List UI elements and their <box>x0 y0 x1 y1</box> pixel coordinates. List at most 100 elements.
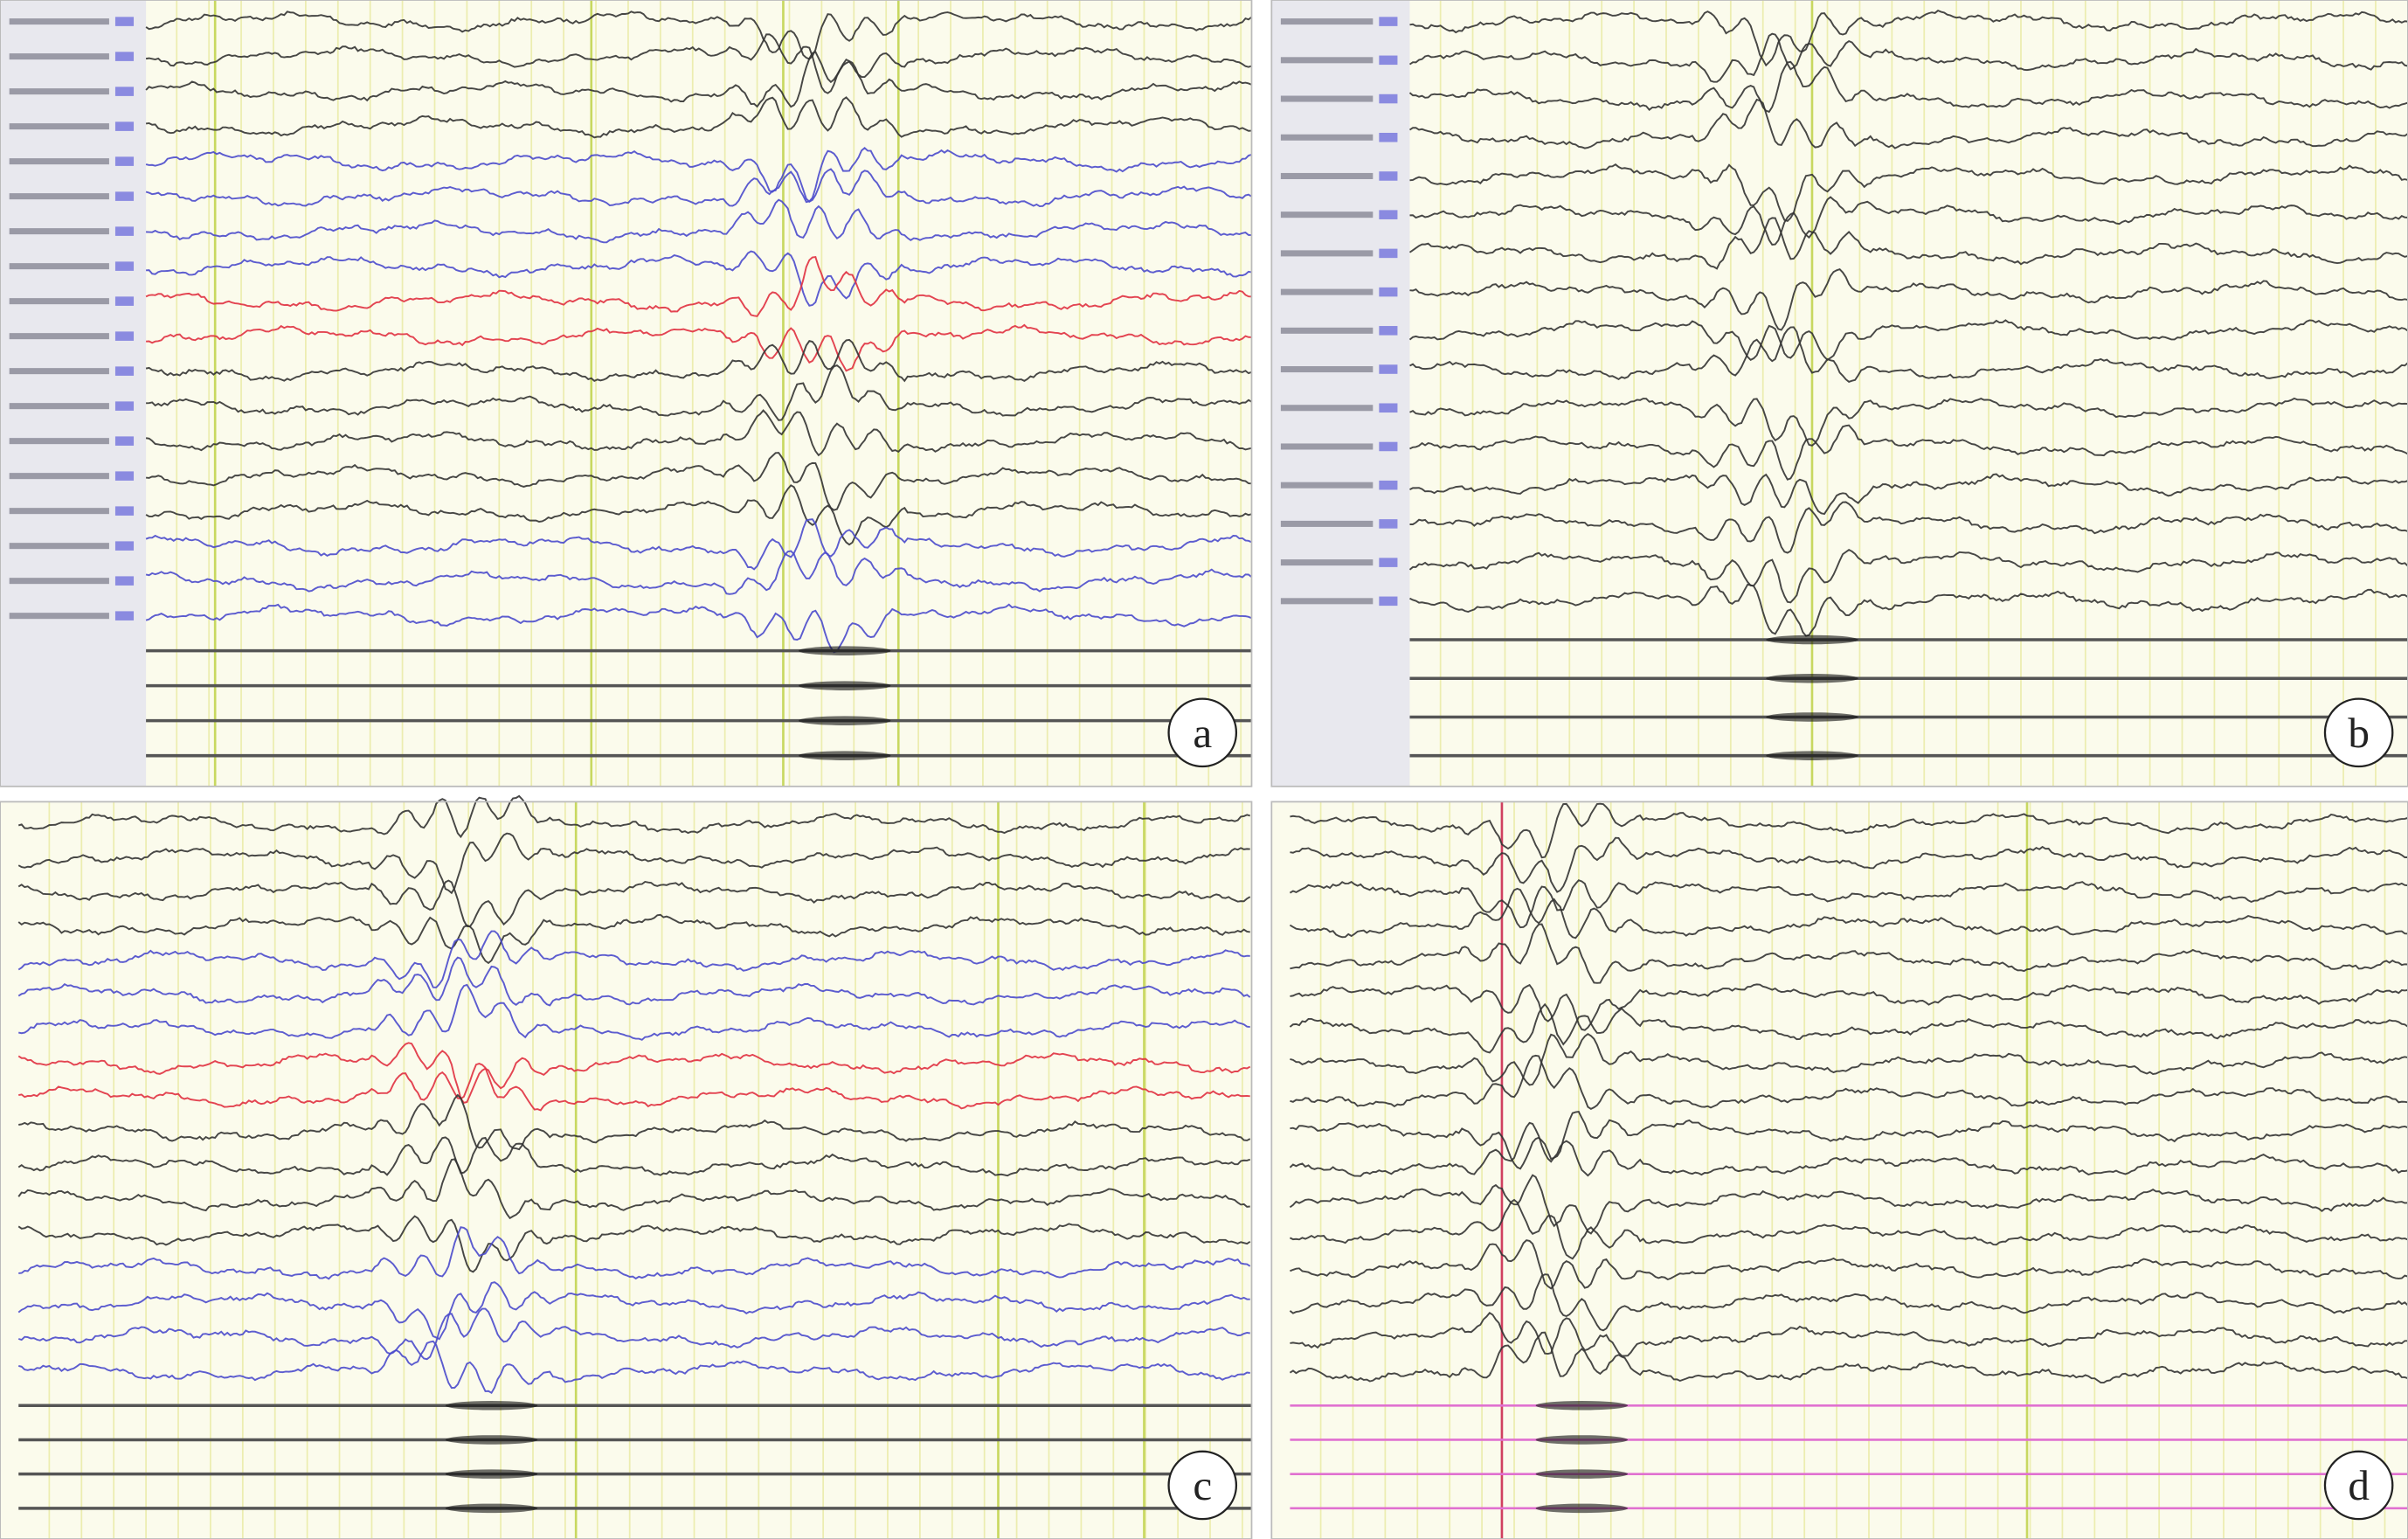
eeg-trace <box>1289 1198 2408 1260</box>
channel-label <box>1280 482 1374 489</box>
panel-label-circle <box>1167 1450 1238 1521</box>
eeg-trace <box>17 1158 1250 1220</box>
eeg-trace <box>17 879 1251 928</box>
channel-scale <box>114 436 135 446</box>
eeg-trace <box>1290 983 2408 1031</box>
eeg-trace <box>1408 549 2408 604</box>
eeg-trace <box>145 33 1252 94</box>
eeg-trace <box>17 832 1250 895</box>
panel-background <box>1271 801 2408 1539</box>
activity-burst <box>1535 1503 1629 1514</box>
channel-scale <box>114 17 135 26</box>
activity-burst <box>799 716 891 725</box>
channel-label <box>9 263 109 270</box>
channel-label <box>9 298 109 305</box>
eeg-trace <box>18 1226 1251 1280</box>
channel-scale <box>1379 55 1398 66</box>
channel-scale <box>1379 210 1398 219</box>
channel-scale <box>114 506 135 516</box>
eeg-trace <box>1289 1174 2408 1235</box>
panel-label-circle <box>2323 1450 2394 1521</box>
panel-background <box>0 801 1252 1539</box>
channel-scale <box>1379 558 1398 567</box>
eeg-trace <box>17 930 1250 988</box>
channel-label <box>1280 134 1374 141</box>
channel-label-strip <box>0 0 147 787</box>
eeg-trace <box>145 452 1252 511</box>
channel-label <box>9 18 109 25</box>
channel-label <box>9 193 109 200</box>
eeg-trace <box>146 323 1252 372</box>
eeg-trace <box>1408 319 2408 362</box>
eeg-trace <box>17 913 1250 965</box>
channel-label <box>1280 172 1374 179</box>
channel-scale <box>114 156 135 166</box>
eeg-trace <box>1408 217 2408 270</box>
eeg-trace <box>145 409 1252 457</box>
eeg-trace <box>1408 60 2408 114</box>
panel-label: c <box>1193 1461 1212 1509</box>
activity-burst <box>1535 1401 1629 1411</box>
activity-burst <box>445 1503 538 1514</box>
eeg-trace <box>17 1307 1250 1361</box>
eeg-trace <box>146 250 1252 307</box>
eeg-trace <box>1289 1331 2408 1384</box>
eeg-trace <box>1290 1054 2408 1111</box>
eeg-trace <box>17 1215 1251 1273</box>
channel-scale <box>114 471 135 481</box>
channel-scale <box>114 87 135 96</box>
channel-scale <box>1379 94 1398 104</box>
eeg-trace <box>17 956 1251 1007</box>
activity-burst <box>1766 751 1858 760</box>
channel-label <box>9 613 109 620</box>
eeg-trace <box>1409 473 2408 516</box>
channel-label <box>1280 405 1374 412</box>
eeg-trace <box>1409 163 2408 223</box>
panel-label-circle <box>1167 697 1238 768</box>
channel-label <box>9 53 109 60</box>
eeg-trace <box>1290 1239 2408 1290</box>
channel-label <box>9 438 109 445</box>
eeg-trace <box>1409 583 2408 637</box>
channel-scale <box>114 366 135 376</box>
eeg-trace <box>1408 98 2408 149</box>
eeg-trace <box>17 1340 1250 1394</box>
eeg-trace <box>1408 32 2408 83</box>
channel-scale <box>1379 519 1398 529</box>
panel-label-circle <box>2323 697 2394 768</box>
eeg-trace <box>1409 501 2408 554</box>
activity-burst <box>445 1435 538 1445</box>
eeg-trace <box>146 364 1252 421</box>
panel-label: a <box>1193 709 1212 757</box>
eeg-trace <box>17 794 1251 839</box>
channel-label <box>9 333 109 340</box>
eeg-trace <box>145 550 1253 595</box>
panel-label: b <box>2348 709 2370 757</box>
channel-label <box>9 123 109 130</box>
channel-label <box>1280 211 1374 218</box>
channel-scale <box>114 331 135 341</box>
channel-label <box>1280 366 1374 373</box>
activity-burst <box>1766 712 1858 722</box>
eeg-trace <box>145 518 1252 571</box>
channel-scale <box>114 296 135 306</box>
channel-scale <box>114 576 135 586</box>
eeg-trace <box>1289 879 2408 929</box>
activity-burst <box>1535 1435 1629 1445</box>
channel-label <box>9 403 109 410</box>
channel-scale <box>114 226 135 236</box>
activity-burst <box>1535 1469 1629 1479</box>
eeg-trace <box>1290 1312 2408 1357</box>
activity-burst <box>1766 673 1858 683</box>
channel-scale <box>1379 596 1398 607</box>
channel-label <box>9 508 109 515</box>
channel-label <box>1280 250 1374 257</box>
eeg-trace <box>1409 267 2408 331</box>
channel-scale <box>114 191 135 201</box>
channel-scale <box>1379 17 1398 26</box>
eeg-trace <box>146 198 1252 244</box>
channel-scale <box>1379 132 1398 142</box>
channel-scale <box>114 541 135 551</box>
panel-background <box>1271 0 2408 787</box>
channel-label <box>1280 288 1374 295</box>
